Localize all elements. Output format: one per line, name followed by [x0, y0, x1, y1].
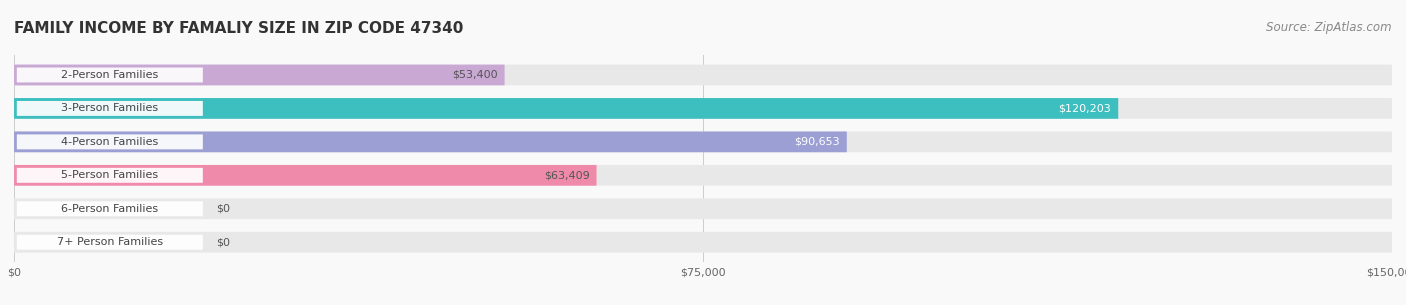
FancyBboxPatch shape: [14, 131, 1392, 152]
FancyBboxPatch shape: [14, 131, 846, 152]
Text: 2-Person Families: 2-Person Families: [62, 70, 159, 80]
Text: $0: $0: [217, 237, 231, 247]
FancyBboxPatch shape: [14, 65, 1392, 85]
FancyBboxPatch shape: [14, 199, 1392, 219]
FancyBboxPatch shape: [17, 135, 202, 149]
Text: $120,203: $120,203: [1059, 103, 1111, 113]
FancyBboxPatch shape: [17, 67, 202, 82]
Text: $63,409: $63,409: [544, 170, 589, 180]
FancyBboxPatch shape: [14, 65, 505, 85]
FancyBboxPatch shape: [17, 101, 202, 116]
Text: 4-Person Families: 4-Person Families: [62, 137, 159, 147]
FancyBboxPatch shape: [14, 165, 596, 186]
Text: 3-Person Families: 3-Person Families: [62, 103, 159, 113]
FancyBboxPatch shape: [14, 98, 1392, 119]
FancyBboxPatch shape: [17, 235, 202, 250]
Text: 6-Person Families: 6-Person Families: [62, 204, 159, 214]
Text: 7+ Person Families: 7+ Person Families: [56, 237, 163, 247]
FancyBboxPatch shape: [14, 232, 1392, 253]
FancyBboxPatch shape: [14, 165, 1392, 186]
Text: 5-Person Families: 5-Person Families: [62, 170, 159, 180]
FancyBboxPatch shape: [17, 201, 202, 216]
FancyBboxPatch shape: [17, 168, 202, 183]
Text: $0: $0: [217, 204, 231, 214]
Text: Source: ZipAtlas.com: Source: ZipAtlas.com: [1267, 21, 1392, 34]
Text: $90,653: $90,653: [794, 137, 839, 147]
Text: FAMILY INCOME BY FAMALIY SIZE IN ZIP CODE 47340: FAMILY INCOME BY FAMALIY SIZE IN ZIP COD…: [14, 21, 464, 36]
Text: $53,400: $53,400: [453, 70, 498, 80]
FancyBboxPatch shape: [14, 98, 1118, 119]
